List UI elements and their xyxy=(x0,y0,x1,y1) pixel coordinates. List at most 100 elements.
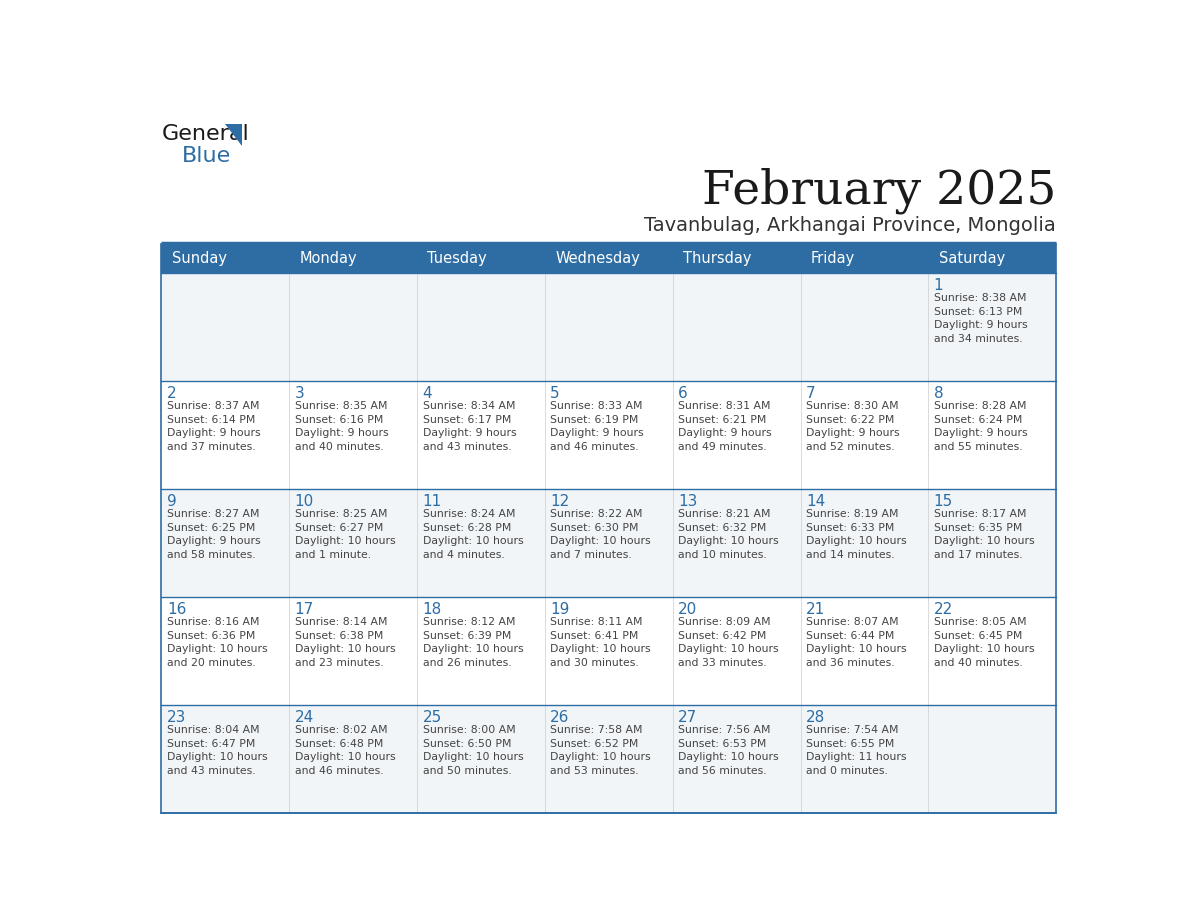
Text: Sunrise: 8:37 AM: Sunrise: 8:37 AM xyxy=(166,401,259,411)
Bar xyxy=(290,244,417,274)
Text: Sunset: 6:35 PM: Sunset: 6:35 PM xyxy=(934,523,1022,532)
Text: 24: 24 xyxy=(295,710,314,725)
Text: and 50 minutes.: and 50 minutes. xyxy=(423,766,511,776)
Text: Tuesday: Tuesday xyxy=(428,252,487,266)
Text: Daylight: 10 hours: Daylight: 10 hours xyxy=(295,644,396,655)
Text: Daylight: 10 hours: Daylight: 10 hours xyxy=(423,536,523,546)
Text: Daylight: 10 hours: Daylight: 10 hours xyxy=(805,644,906,655)
Text: Sunset: 6:39 PM: Sunset: 6:39 PM xyxy=(423,631,511,641)
Text: Sunrise: 8:22 AM: Sunrise: 8:22 AM xyxy=(550,509,643,520)
Text: 7: 7 xyxy=(805,386,816,401)
Text: 26: 26 xyxy=(550,710,570,725)
Text: Sunrise: 8:14 AM: Sunrise: 8:14 AM xyxy=(295,617,387,627)
Text: and 40 minutes.: and 40 minutes. xyxy=(295,442,384,452)
Text: Daylight: 9 hours: Daylight: 9 hours xyxy=(550,429,644,438)
Text: and 4 minutes.: and 4 minutes. xyxy=(423,550,504,560)
Text: Sunrise: 8:19 AM: Sunrise: 8:19 AM xyxy=(805,509,898,520)
Bar xyxy=(290,274,417,381)
Text: General: General xyxy=(162,124,249,144)
Text: Tavanbulag, Arkhangai Province, Mongolia: Tavanbulag, Arkhangai Province, Mongolia xyxy=(644,216,1056,235)
Text: Sunset: 6:27 PM: Sunset: 6:27 PM xyxy=(295,523,383,532)
Text: Daylight: 10 hours: Daylight: 10 hours xyxy=(423,752,523,762)
Text: Sunset: 6:41 PM: Sunset: 6:41 PM xyxy=(550,631,639,641)
Text: Sunset: 6:25 PM: Sunset: 6:25 PM xyxy=(166,523,255,532)
Text: Saturday: Saturday xyxy=(939,252,1005,266)
Text: and 49 minutes.: and 49 minutes. xyxy=(678,442,766,452)
Text: and 10 minutes.: and 10 minutes. xyxy=(678,550,767,560)
Text: Daylight: 9 hours: Daylight: 9 hours xyxy=(934,429,1028,438)
Text: and 30 minutes.: and 30 minutes. xyxy=(550,657,639,667)
Text: and 20 minutes.: and 20 minutes. xyxy=(166,657,255,667)
Text: Daylight: 9 hours: Daylight: 9 hours xyxy=(166,429,260,438)
Text: Sunset: 6:16 PM: Sunset: 6:16 PM xyxy=(295,415,383,425)
Text: and 26 minutes.: and 26 minutes. xyxy=(423,657,511,667)
Text: Sunset: 6:52 PM: Sunset: 6:52 PM xyxy=(550,739,639,749)
Text: Daylight: 9 hours: Daylight: 9 hours xyxy=(678,429,772,438)
Text: Sunset: 6:33 PM: Sunset: 6:33 PM xyxy=(805,523,895,532)
Bar xyxy=(290,598,417,705)
Text: and 55 minutes.: and 55 minutes. xyxy=(934,442,1023,452)
Text: 9: 9 xyxy=(166,494,177,509)
Text: Daylight: 10 hours: Daylight: 10 hours xyxy=(295,536,396,546)
Text: and 37 minutes.: and 37 minutes. xyxy=(166,442,255,452)
Bar xyxy=(417,705,545,813)
Text: and 0 minutes.: and 0 minutes. xyxy=(805,766,887,776)
Text: Sunset: 6:24 PM: Sunset: 6:24 PM xyxy=(934,415,1022,425)
Text: and 58 minutes.: and 58 minutes. xyxy=(166,550,255,560)
Text: Daylight: 10 hours: Daylight: 10 hours xyxy=(934,644,1035,655)
Bar xyxy=(162,381,290,489)
Text: Sunset: 6:21 PM: Sunset: 6:21 PM xyxy=(678,415,766,425)
Text: 1: 1 xyxy=(934,278,943,293)
Bar xyxy=(545,244,672,274)
Text: Sunrise: 8:34 AM: Sunrise: 8:34 AM xyxy=(423,401,516,411)
Bar xyxy=(417,274,545,381)
Text: and 53 minutes.: and 53 minutes. xyxy=(550,766,639,776)
Text: 5: 5 xyxy=(550,386,560,401)
Text: 27: 27 xyxy=(678,710,697,725)
Text: 14: 14 xyxy=(805,494,826,509)
Text: Sunset: 6:50 PM: Sunset: 6:50 PM xyxy=(423,739,511,749)
Text: 25: 25 xyxy=(423,710,442,725)
Bar xyxy=(417,244,545,274)
Bar xyxy=(801,705,928,813)
Text: Thursday: Thursday xyxy=(683,252,752,266)
Text: and 7 minutes.: and 7 minutes. xyxy=(550,550,632,560)
Text: Sunset: 6:19 PM: Sunset: 6:19 PM xyxy=(550,415,639,425)
Text: Sunrise: 8:27 AM: Sunrise: 8:27 AM xyxy=(166,509,259,520)
Text: Daylight: 10 hours: Daylight: 10 hours xyxy=(550,536,651,546)
Bar xyxy=(162,244,290,274)
Bar xyxy=(928,598,1056,705)
Text: Sunrise: 8:16 AM: Sunrise: 8:16 AM xyxy=(166,617,259,627)
Text: 17: 17 xyxy=(295,602,314,617)
Text: and 43 minutes.: and 43 minutes. xyxy=(423,442,511,452)
Text: Daylight: 10 hours: Daylight: 10 hours xyxy=(550,752,651,762)
Text: Sunrise: 8:33 AM: Sunrise: 8:33 AM xyxy=(550,401,643,411)
Text: Sunset: 6:44 PM: Sunset: 6:44 PM xyxy=(805,631,895,641)
Text: Sunset: 6:28 PM: Sunset: 6:28 PM xyxy=(423,523,511,532)
Text: 11: 11 xyxy=(423,494,442,509)
Bar xyxy=(672,489,801,598)
Bar xyxy=(545,705,672,813)
Text: Daylight: 9 hours: Daylight: 9 hours xyxy=(295,429,388,438)
Polygon shape xyxy=(225,124,241,146)
Bar xyxy=(672,274,801,381)
Text: 10: 10 xyxy=(295,494,314,509)
Text: and 46 minutes.: and 46 minutes. xyxy=(550,442,639,452)
Text: and 40 minutes.: and 40 minutes. xyxy=(934,657,1023,667)
Text: 20: 20 xyxy=(678,602,697,617)
Text: Sunset: 6:30 PM: Sunset: 6:30 PM xyxy=(550,523,639,532)
Text: Sunset: 6:13 PM: Sunset: 6:13 PM xyxy=(934,307,1022,317)
Text: 16: 16 xyxy=(166,602,187,617)
Text: Sunrise: 7:56 AM: Sunrise: 7:56 AM xyxy=(678,725,771,735)
Bar xyxy=(545,274,672,381)
Text: Daylight: 10 hours: Daylight: 10 hours xyxy=(678,536,779,546)
Text: Sunrise: 8:21 AM: Sunrise: 8:21 AM xyxy=(678,509,771,520)
Bar xyxy=(290,705,417,813)
Text: 2: 2 xyxy=(166,386,177,401)
Bar xyxy=(801,489,928,598)
Bar xyxy=(672,381,801,489)
Bar xyxy=(928,381,1056,489)
Text: Daylight: 10 hours: Daylight: 10 hours xyxy=(166,644,267,655)
Text: Sunday: Sunday xyxy=(172,252,227,266)
Bar xyxy=(162,598,290,705)
